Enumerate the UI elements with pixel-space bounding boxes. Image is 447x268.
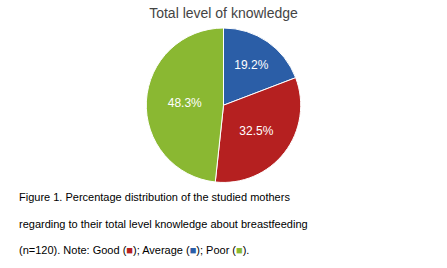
svg-text:regarding to their total level: regarding to their total level knowledge… xyxy=(19,218,308,230)
svg-text:19.2%: 19.2% xyxy=(234,58,268,72)
svg-text:32.5%: 32.5% xyxy=(239,124,273,138)
svg-text:(n=120). Note: Good (■); Avera: (n=120). Note: Good (■); Average (■); Po… xyxy=(19,244,249,256)
svg-text:Figure 1. Percentage distribut: Figure 1. Percentage distribution of the… xyxy=(19,191,290,203)
svg-text:Total level of knowledge: Total level of knowledge xyxy=(149,5,298,21)
svg-text:48.3%: 48.3% xyxy=(168,96,202,110)
